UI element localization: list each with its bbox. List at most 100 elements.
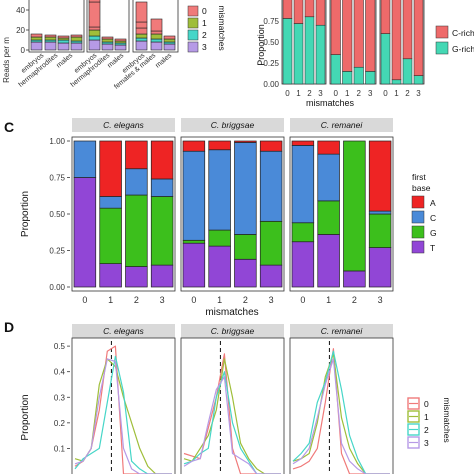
top-right-bar-grich (315, 24, 326, 85)
panel-c-bar-segment-A (234, 140, 257, 143)
top-right-ytick-label: 0.50 (263, 38, 279, 47)
panel-d-series-line-2 (183, 371, 281, 474)
panel-c-facet-label: C. elegans (103, 120, 144, 130)
panel-c-xtick-label: 1 (108, 295, 113, 305)
top-left-bar-segment (30, 41, 43, 51)
top-left-bar-segment (135, 33, 148, 39)
panel-c-bar-segment-C (291, 145, 315, 224)
panel-c-bar-segment-A (317, 140, 340, 155)
panel-d-facet-strip (290, 324, 393, 338)
panel-c-bar-segment-G (291, 222, 315, 243)
panel-c-bar-segment-T (99, 263, 122, 288)
top-right-xtick-label: 3 (416, 89, 421, 98)
panel-d-ytick-label: 0.5 (54, 342, 66, 351)
top-right-ytick-label: 0.00 (263, 80, 279, 89)
panel-c-bar-segment-C (150, 178, 174, 197)
panel-d-legend-swatch (407, 410, 420, 423)
panel-c-bar-segment-G (317, 200, 340, 235)
panel-c-xlabel: mismatches (205, 307, 258, 318)
panel-c-legend-swatch (411, 195, 425, 209)
top-left-bar-segment (135, 1, 148, 23)
top-left-xtick-label: males (154, 52, 173, 70)
top-right-xtick-label: 1 (296, 89, 301, 98)
top-left-legend-title: mismatches (217, 5, 227, 50)
panel-c-bar-segment-C (259, 150, 283, 222)
top-right-bar-crich (282, 0, 293, 19)
panel-c-ytick-label: 0.75 (49, 174, 65, 183)
panel-c-bar-segment-G (259, 220, 283, 266)
panel-c-xtick-label: 3 (160, 295, 165, 305)
panel-c-label: C (4, 119, 14, 135)
panel-c-bar-segment-G (125, 194, 148, 267)
top-left-bar-segment (88, 29, 101, 37)
top-right-xtick-label: 2 (357, 89, 362, 98)
top-right-xtick-label: 0 (334, 89, 339, 98)
top-left-legend-label: 3 (202, 42, 207, 52)
panel-d-legend-label: 0 (424, 399, 429, 409)
top-left-legend-swatch (187, 5, 199, 17)
top-left-bar-segment (135, 40, 148, 51)
top-left-bar-segment (44, 36, 57, 41)
top-right-bar-crich (391, 0, 402, 81)
top-right-facet-frame (281, 0, 327, 85)
panel-c-facet-strip (290, 118, 393, 132)
panel-c-facet-label: C. briggsae (211, 120, 255, 130)
panel-d-series-line-2 (74, 355, 172, 474)
top-right-bar-grich (293, 23, 304, 85)
panel-c-legend-swatch (411, 210, 425, 224)
panel-d-series-line-3 (183, 376, 281, 474)
panel-c-bar-segment-C (208, 149, 231, 231)
panel-c-ytick-label: 0.00 (49, 283, 65, 292)
panel-c-facet-label: C. remanei (321, 120, 364, 130)
top-left-bar-segment (101, 38, 114, 43)
panel-d-series-line-0 (292, 348, 390, 474)
top-left-bar-segment (30, 36, 43, 41)
panel-c-legend-title-line1: first (412, 172, 426, 182)
top-right-bar-crich (402, 0, 413, 60)
top-left-bar-segment (88, 26, 101, 31)
top-left-bar-segment (163, 43, 176, 51)
top-left-bar-segment (135, 37, 148, 42)
top-left-legend-swatch (187, 17, 199, 29)
panel-c-legend-title-line2: base (412, 183, 431, 193)
panel-c-ylabel: Proportion (20, 191, 31, 237)
top-left-bar-segment (114, 44, 127, 51)
panel-c-bar-segment-A (125, 140, 148, 170)
panel-c-bar-segment-G (99, 207, 122, 264)
panel-d-legend-label: 1 (424, 412, 429, 422)
top-right-bar-grich (391, 79, 402, 85)
panel-d-legend-title: mismatches (442, 397, 452, 442)
top-left-bar-segment (150, 33, 163, 40)
top-left-xtick-label: males (55, 52, 74, 70)
top-right-bar-crich (353, 0, 364, 68)
panel-d-series-line-1 (183, 358, 281, 474)
panel-c-bar-segment-A (291, 140, 315, 146)
panel-c-bar-segment-C (99, 196, 122, 209)
top-left-bar-segment (70, 36, 83, 42)
top-right-ylabel: Proportion (256, 24, 266, 66)
top-right-bar-grich (353, 66, 364, 85)
panel-c-chart: 0.00 0.25 0.50 0.75 1.00 Proportion C. elegans… (20, 118, 437, 318)
panel-c-bar-segment-C (317, 153, 340, 202)
top-left-bar-segment (70, 34, 83, 38)
top-left-facet-frame (28, 0, 85, 53)
top-left-bar-segment (88, 39, 101, 51)
panel-c-bar-segment-T (182, 242, 206, 288)
top-right-facet-frame (329, 0, 377, 85)
top-right-bar-grich (304, 16, 315, 85)
panel-d-legend-swatch (407, 423, 420, 436)
top-left-bar-segment (88, 1, 101, 28)
top-left-bar-segment (70, 42, 83, 51)
panel-c-facet-strip (72, 118, 175, 132)
top-left-legend-swatch (187, 29, 199, 41)
panel-d-series-line-3 (292, 358, 390, 474)
panel-c-ytick-label: 0.50 (49, 210, 65, 219)
panel-c-bar-segment-T (317, 234, 340, 288)
top-left-bar-segment (135, 21, 148, 29)
top-right-xtick-label: 3 (368, 89, 373, 98)
panel-d-legend-swatch (407, 397, 420, 410)
panel-c-legend-label: C (430, 213, 436, 223)
panel-c-bar-segment-C (73, 140, 97, 178)
